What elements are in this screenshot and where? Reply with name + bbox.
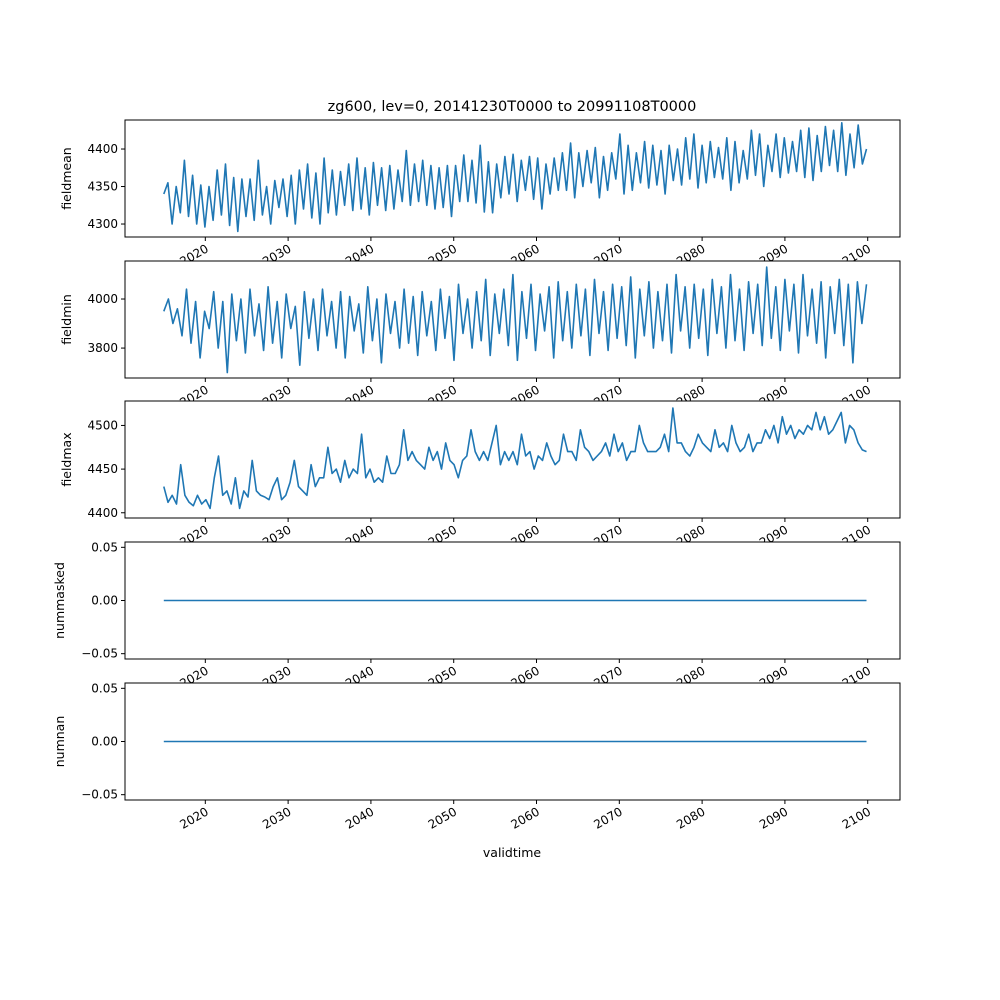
y-tick-label: 0.00 bbox=[91, 735, 118, 749]
y-tick-label: 4300 bbox=[87, 217, 118, 231]
y-axis-label: nummasked bbox=[52, 562, 67, 639]
y-tick-label: −0.05 bbox=[81, 647, 118, 661]
y-tick-label: 4500 bbox=[87, 418, 118, 432]
y-axis-label: fieldmean bbox=[59, 147, 74, 209]
y-tick-label: 4400 bbox=[87, 506, 118, 520]
y-tick-label: 4400 bbox=[87, 142, 118, 156]
y-tick-label: 4350 bbox=[87, 180, 118, 194]
y-tick-label: −0.05 bbox=[81, 788, 118, 802]
y-axis-label: fieldmax bbox=[59, 432, 74, 486]
y-tick-label: 0.05 bbox=[91, 681, 118, 695]
y-axis-label: fieldmin bbox=[59, 294, 74, 345]
series-line-fieldmean bbox=[163, 122, 868, 233]
axes-frame bbox=[124, 400, 901, 519]
axes-frame bbox=[124, 119, 901, 238]
y-tick-label: 0.05 bbox=[91, 540, 118, 554]
series-line-fieldmin bbox=[163, 266, 868, 374]
y-axis-label: numnan bbox=[52, 716, 67, 768]
y-tick-label: 0.00 bbox=[91, 594, 118, 608]
chart-title: zg600, lev=0, 20141230T0000 to 20991108T… bbox=[328, 99, 697, 115]
x-axis-label: validtime bbox=[483, 845, 541, 860]
y-tick-label: 3800 bbox=[87, 341, 118, 355]
y-tick-label: 4000 bbox=[87, 292, 118, 306]
series-line-fieldmax bbox=[163, 407, 867, 510]
y-tick-label: 4450 bbox=[87, 462, 118, 476]
plot-area bbox=[125, 401, 900, 518]
axes-frame bbox=[124, 260, 901, 379]
